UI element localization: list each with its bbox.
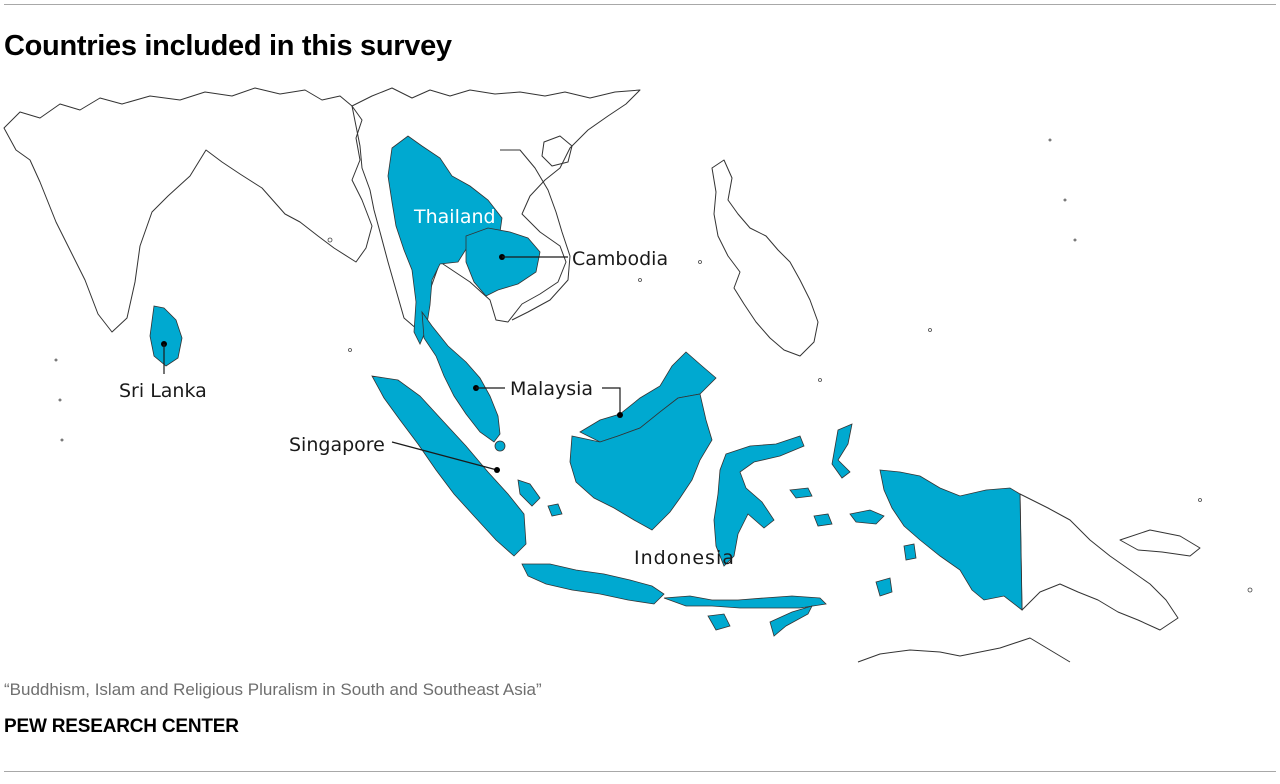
india-outline bbox=[3, 87, 373, 333]
malaysia-borneo-marker bbox=[617, 412, 623, 418]
top-rule bbox=[4, 4, 1276, 5]
indonesia-halmahera-shape bbox=[831, 423, 853, 479]
indonesia-papua-shape bbox=[879, 469, 1023, 611]
indonesia-small-north-shape bbox=[789, 487, 813, 499]
indonesia-belitung-shape bbox=[547, 503, 563, 517]
sri-lanka-shape bbox=[149, 305, 183, 367]
organization-name: PEW RESEARCH CENTER bbox=[4, 716, 239, 737]
hainan-outline bbox=[541, 135, 573, 167]
vietnam-outline bbox=[500, 149, 571, 321]
singapore-label: Singapore bbox=[289, 434, 385, 456]
malaysia-label: Malaysia bbox=[510, 378, 593, 400]
indonesia-aru-shape bbox=[903, 543, 917, 561]
indonesia-label: Indonesia bbox=[634, 547, 735, 569]
cambodia-shape bbox=[465, 227, 541, 297]
indonesia-timor-shape bbox=[769, 605, 813, 637]
bottom-rule bbox=[4, 771, 1276, 772]
new-britain-outline bbox=[1119, 529, 1201, 557]
thailand-label: Thailand bbox=[413, 206, 496, 228]
malaysia-peninsula-shape bbox=[421, 310, 501, 443]
indonesia-buru-shape bbox=[813, 513, 833, 527]
source-note: “Buddhism, Islam and Religious Pluralism… bbox=[4, 680, 542, 699]
cambodia-label: Cambodia bbox=[572, 248, 668, 270]
base-land bbox=[3, 87, 1253, 663]
indonesia-java-shape bbox=[521, 563, 665, 605]
singapore-leader bbox=[391, 441, 498, 471]
indonesia-sumatra-shape bbox=[371, 375, 527, 557]
highlighted-countries bbox=[149, 135, 1023, 637]
indonesia-sumba-shape bbox=[707, 613, 731, 631]
minor-islands bbox=[54, 138, 1253, 593]
indonesia-bangka-shape bbox=[517, 479, 541, 507]
philippines-outline bbox=[711, 159, 819, 357]
myanmar-outline bbox=[351, 87, 641, 331]
singapore-shape bbox=[494, 440, 506, 452]
indonesia-sulawesi-shape bbox=[713, 435, 805, 567]
thailand-shape bbox=[387, 135, 503, 345]
australia-outline bbox=[857, 637, 1071, 663]
malaysia-leader-right bbox=[602, 387, 621, 414]
indonesia-nusa-tenggara-shape bbox=[663, 595, 827, 609]
chart-title: Countries included in this survey bbox=[4, 30, 452, 62]
sri-lanka-label: Sri Lanka bbox=[119, 380, 207, 402]
map-labels: Thailand Cambodia Sri Lanka Malaysia Sin… bbox=[119, 206, 735, 569]
indonesia-tanimbar-shape bbox=[875, 577, 893, 597]
indonesia-kalimantan-shape bbox=[569, 393, 713, 531]
indonesia-seram-shape bbox=[849, 509, 885, 525]
singapore-marker bbox=[494, 467, 500, 473]
png-outline bbox=[1019, 493, 1179, 631]
